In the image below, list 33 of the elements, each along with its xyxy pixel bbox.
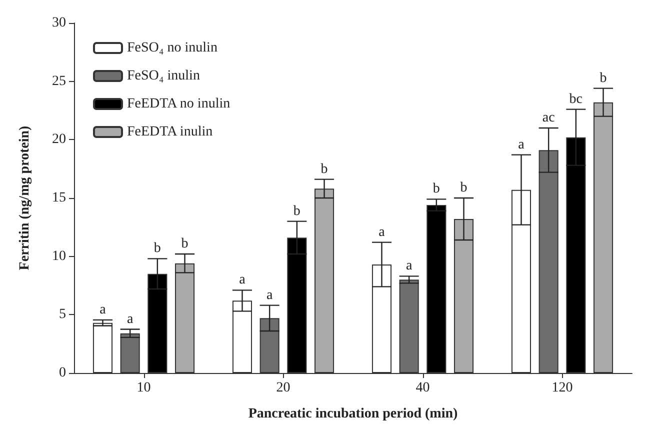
data-label: ac [542, 110, 555, 126]
data-label: a [126, 312, 134, 327]
x-tick-label: 20 [276, 380, 290, 396]
y-tick-label: 5 [59, 307, 66, 322]
y-tick-label: 0 [59, 366, 66, 380]
data-label: b [600, 70, 607, 86]
y-tick-label: 30 [52, 16, 66, 30]
legend-label: FeEDTA no inulin [127, 96, 230, 112]
data-label: b [432, 182, 440, 197]
data-label: b [320, 162, 328, 177]
legend-label: FeSO₄ inulin [127, 68, 200, 84]
data-label: b [181, 236, 188, 252]
data-label: a [100, 302, 107, 318]
x-tick-label: 10 [136, 380, 151, 396]
data-label: b [154, 241, 161, 256]
data-label: a [518, 137, 526, 152]
legend-label: FeEDTA inulin [127, 124, 213, 140]
legend-label: FeSO₄ no inulin [127, 40, 218, 56]
data-label: a [266, 288, 274, 303]
y-tick-label: 10 [52, 248, 66, 264]
y-axis-title: Ferritin (ng/mg protein) [18, 125, 32, 270]
y-tick-label: 20 [52, 132, 66, 148]
data-label: bc [569, 92, 583, 107]
x-tick-label: 120 [552, 380, 573, 396]
x-axis-title: Pancreatic incubation period (min) [248, 406, 458, 422]
data-label: b [460, 180, 468, 196]
data-label: a [406, 258, 413, 274]
data-label: a [239, 272, 246, 288]
y-tick-label: 15 [52, 190, 66, 206]
data-label: b [293, 204, 300, 219]
x-tick-label: 40 [416, 380, 430, 396]
y-tick-label: 25 [52, 74, 66, 89]
data-label: a [378, 224, 386, 240]
